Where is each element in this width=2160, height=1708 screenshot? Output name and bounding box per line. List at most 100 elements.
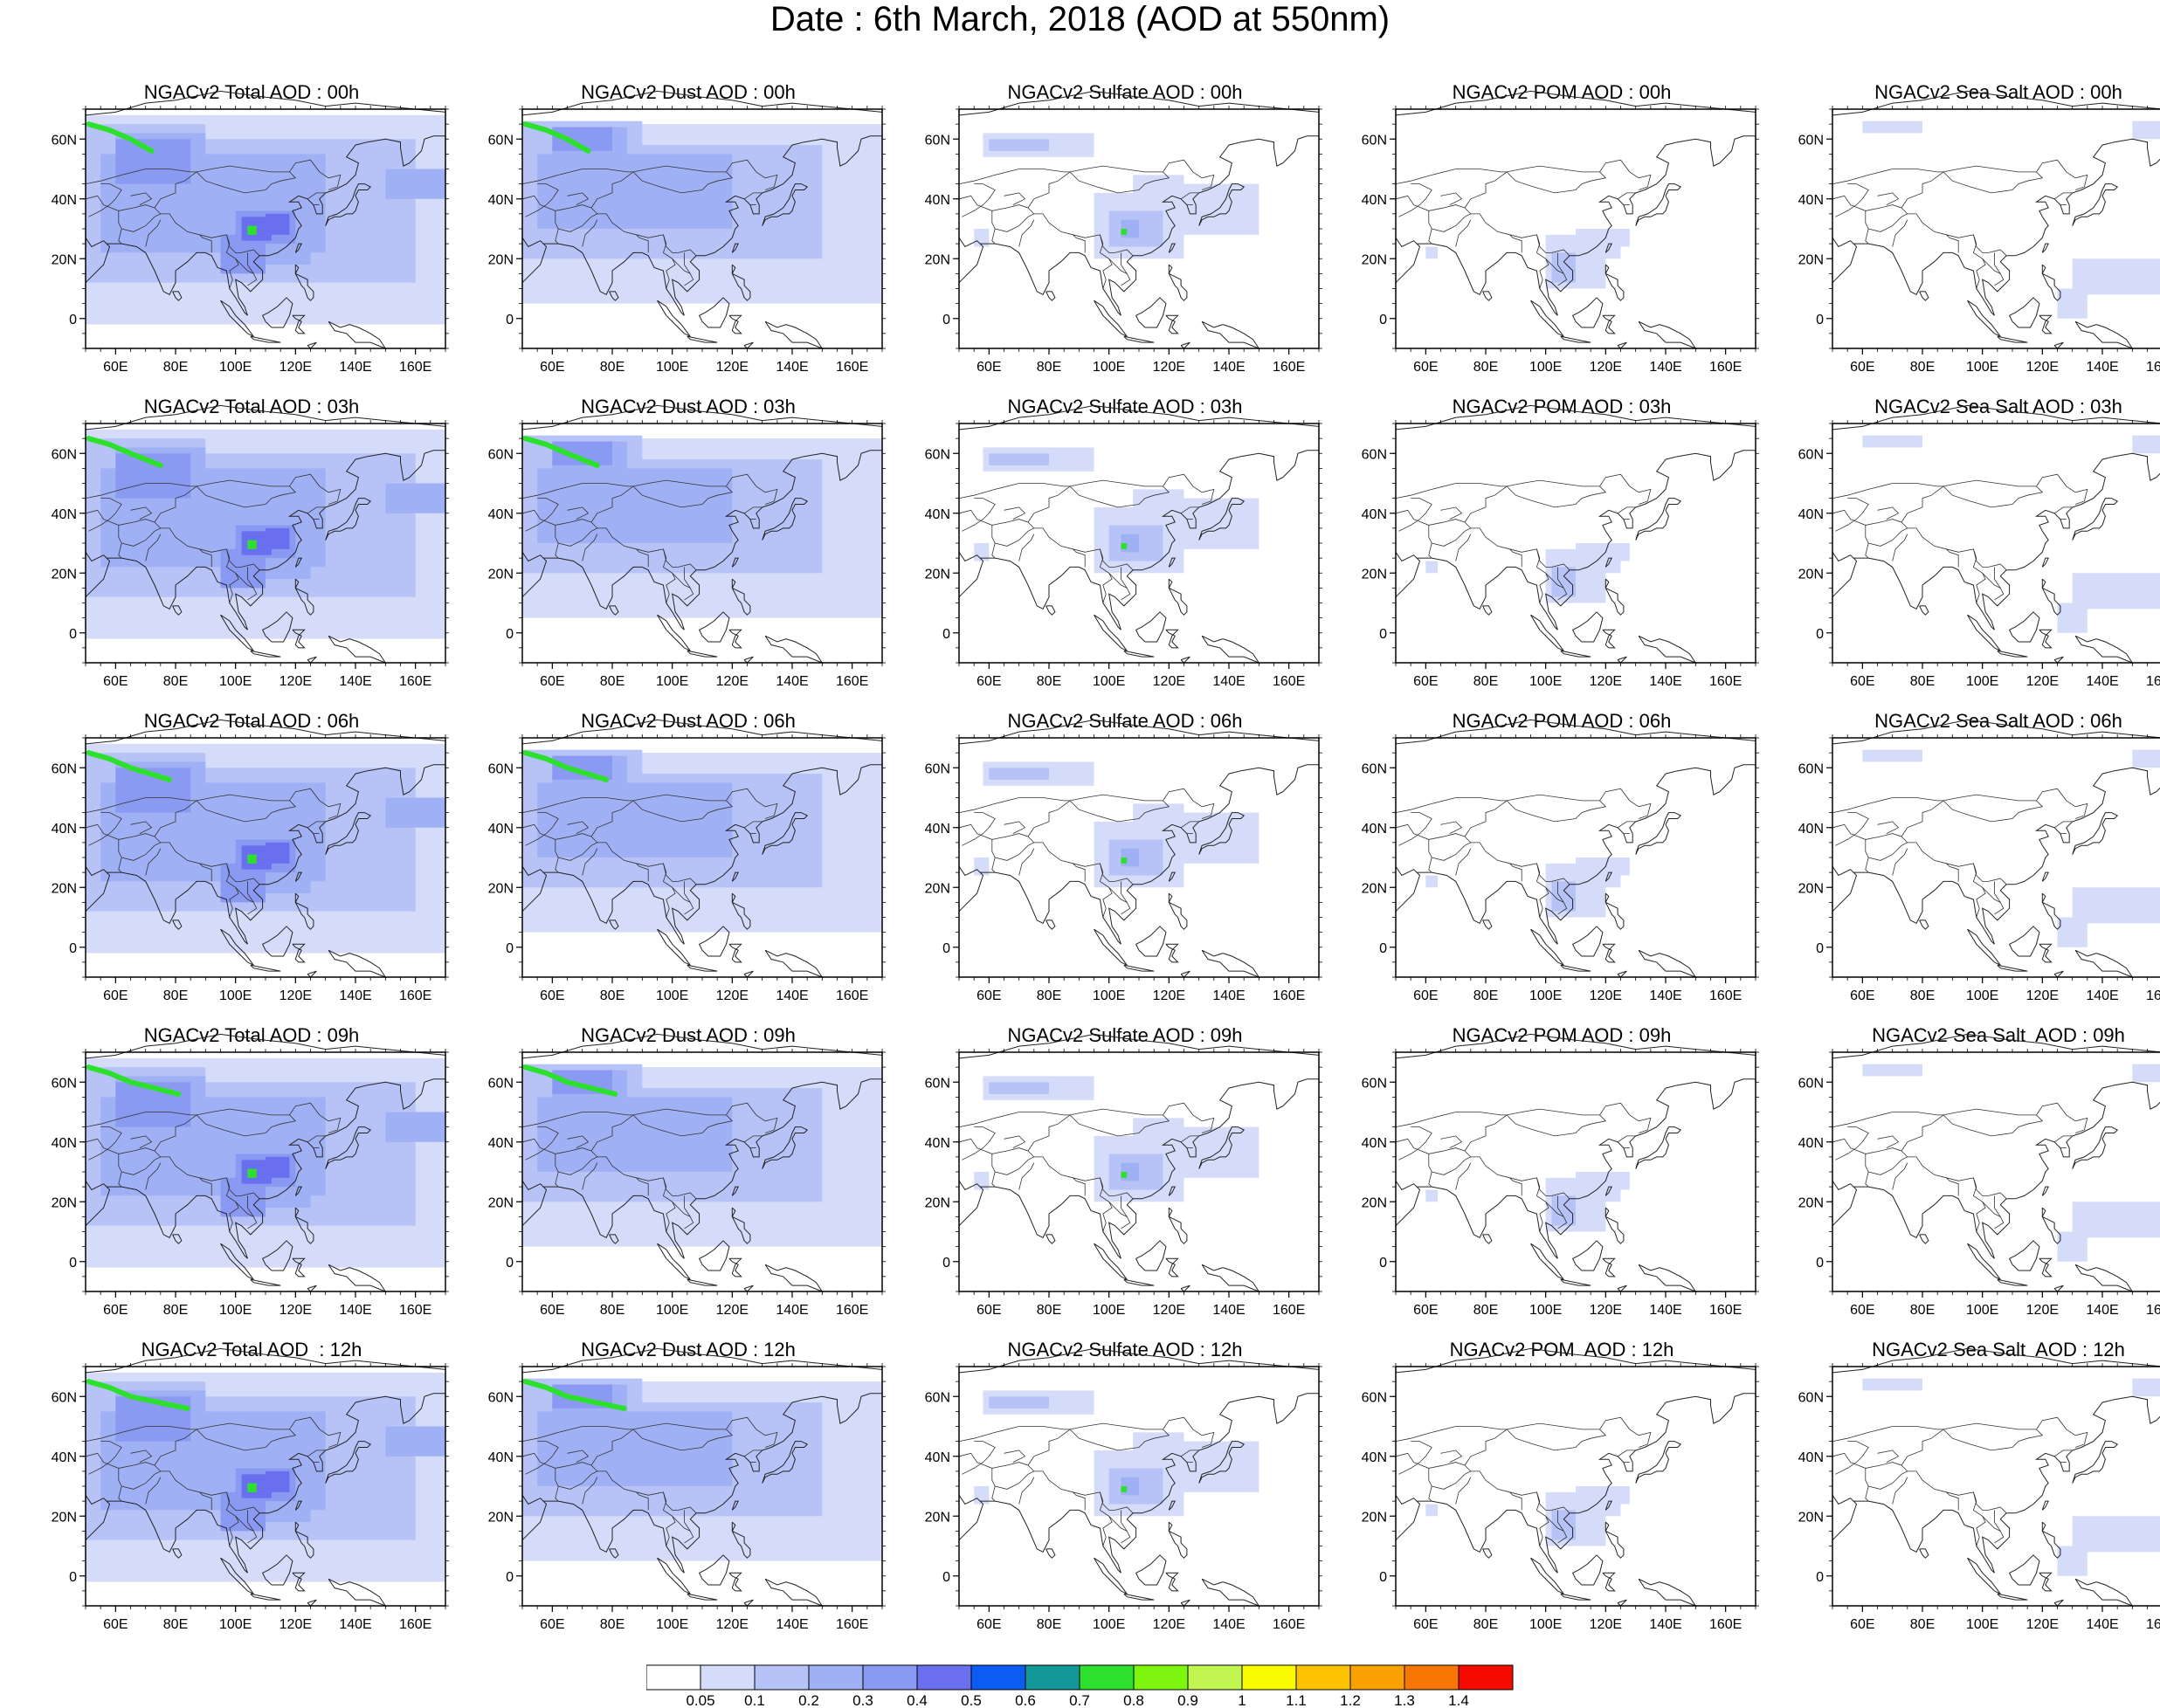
- country-border: [1877, 506, 1900, 520]
- coastline: [1045, 1234, 1056, 1244]
- coastline: [1832, 1033, 2160, 1059]
- coastline: [1604, 1521, 1625, 1559]
- country-border: [1972, 548, 1986, 603]
- colorbar-label: 0.8: [1123, 1692, 1144, 1708]
- lon-tick-label: 100E: [219, 988, 252, 1003]
- country-border: [1027, 1114, 1134, 1200]
- aod-cell: [974, 1172, 990, 1190]
- aod-plume: [86, 1379, 190, 1411]
- coastline: [2053, 656, 2064, 664]
- coastline: [1635, 1126, 1682, 1169]
- lon-tick-label: 120E: [2026, 1303, 2059, 1318]
- aod-cell: [1133, 803, 1184, 834]
- lon-tick-label: 100E: [219, 1303, 252, 1318]
- country-border: [1395, 509, 1466, 526]
- coastline: [1094, 1557, 1128, 1594]
- country-border: [1877, 821, 1900, 834]
- coastline: [521, 1033, 883, 1059]
- country-border: [1877, 192, 1900, 205]
- country-border: [225, 1491, 239, 1546]
- coastline: [1094, 1243, 1128, 1280]
- lat-tick-label: 20N: [52, 1195, 77, 1210]
- lon-tick-label: 140E: [1649, 674, 1681, 689]
- country-border: [1835, 1441, 1869, 1475]
- coastline: [1635, 183, 1682, 226]
- lat-tick-label: 40N: [52, 1136, 77, 1151]
- country-border: [1946, 1177, 1959, 1196]
- country-border: [1982, 887, 2005, 915]
- coastline: [958, 1033, 1320, 1059]
- coastline: [1604, 892, 1625, 930]
- aod-cell: [1133, 1432, 1184, 1463]
- country-border: [590, 486, 697, 571]
- map-frame: [1832, 1366, 2160, 1607]
- country-border: [1428, 228, 1432, 244]
- aod-cell: [2072, 1516, 2160, 1553]
- aod-plume: [522, 1379, 627, 1411]
- aod-cell: [266, 213, 290, 235]
- coastline: [657, 614, 691, 651]
- colorbar-box: [970, 1664, 1026, 1691]
- map-canvas: 60E 80E 100E 120E 140E 160E 60N 40N 20N 0: [488, 719, 886, 1003]
- country-border: [2053, 506, 2073, 514]
- panel-title: NGACv2 Total AOD : 12h: [141, 1339, 362, 1360]
- country-border: [1946, 234, 1959, 253]
- lon-tick-label: 160E: [1709, 360, 1742, 375]
- country-border: [1535, 548, 1549, 603]
- country-border: [683, 1510, 691, 1532]
- country-border: [521, 788, 778, 819]
- lon-tick-label: 100E: [1093, 1303, 1125, 1318]
- country-border: [1398, 183, 1432, 217]
- country-border: [1455, 1162, 1472, 1190]
- aod-colorbar: 0.05 0.1 0.2 0.3 0.4 0.5 0.6 0.7 0.8 0.9 1 1.1 1.2 1.…: [646, 1664, 1514, 1708]
- colorbar-label: 1.1: [1286, 1692, 1307, 1708]
- coastline: [1395, 866, 1421, 913]
- lon-tick-label: 100E: [1093, 1617, 1125, 1632]
- country-border: [235, 887, 258, 915]
- country-border: [1428, 210, 1471, 232]
- country-border: [1865, 839, 1908, 861]
- country-border: [1832, 1416, 2088, 1448]
- aod-field: [1862, 435, 2160, 633]
- country-border: [1982, 1202, 2005, 1229]
- country-border: [1069, 1429, 1170, 1451]
- coastline: [172, 1234, 183, 1244]
- coastline: [1604, 1207, 1625, 1244]
- coastline: [1395, 1347, 1756, 1374]
- lon-tick-label: 100E: [1093, 360, 1125, 375]
- country-border: [1877, 1135, 1900, 1148]
- aod-cell: [2072, 1202, 2160, 1238]
- country-border: [225, 234, 239, 289]
- lat-tick-label: 0: [1379, 1570, 1387, 1585]
- panel-title: NGACv2 Dust AOD : 06h: [581, 710, 796, 732]
- country-border: [1428, 1154, 1471, 1175]
- lat-tick-label: 60N: [52, 761, 77, 776]
- aod-cell: [1862, 121, 1922, 134]
- country-border: [1099, 1177, 1113, 1232]
- country-border: [1464, 171, 1570, 257]
- lon-tick-label: 80E: [600, 360, 625, 375]
- coastline: [764, 635, 824, 665]
- lon-tick-label: 120E: [279, 1303, 312, 1318]
- coastline: [1919, 1548, 1929, 1559]
- lon-tick-label: 140E: [1649, 360, 1681, 375]
- coastline: [85, 90, 446, 116]
- country-border: [1073, 863, 1086, 882]
- country-border: [1943, 800, 2044, 823]
- country-border: [1943, 1429, 2044, 1451]
- lon-tick-label: 60E: [1850, 988, 1874, 1003]
- map-panel-seasalt-03h: NGACv2 Sea Salt AOD : 03h 60E 80E 100E 120E 1…: [1789, 396, 2160, 692]
- coastline: [1571, 297, 1604, 328]
- coastline: [2072, 812, 2119, 855]
- coastline: [1997, 650, 2028, 658]
- lat-tick-label: 0: [942, 627, 950, 642]
- country-border: [2053, 821, 2073, 829]
- coastline: [328, 635, 387, 665]
- country-border: [118, 839, 161, 861]
- coastline: [1571, 1240, 1604, 1271]
- country-border: [636, 863, 649, 882]
- colorbar-box: [862, 1664, 918, 1691]
- map-canvas: 60E 80E 100E 120E 140E 160E 60N 40N 20N 0: [52, 1033, 449, 1318]
- country-border: [118, 542, 122, 559]
- coastline: [1180, 1599, 1190, 1607]
